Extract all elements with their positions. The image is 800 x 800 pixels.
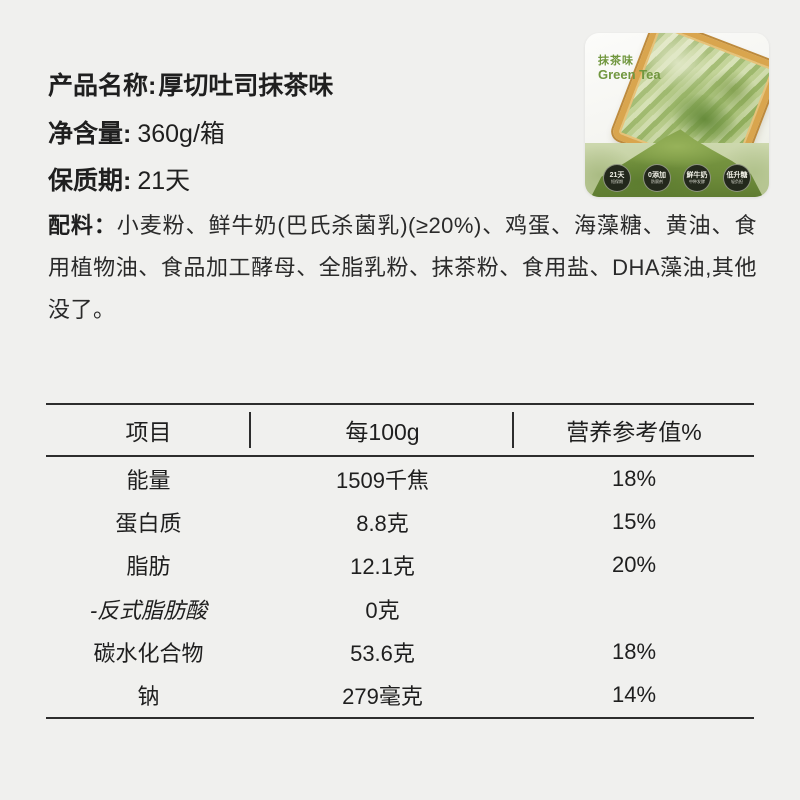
header-per-100g: 每100g [345,419,420,445]
nutrition-table-header: 项目 每100g 营养参考值% [46,405,754,455]
row-amount: 1509千焦 [336,467,429,493]
table-top-rule [46,403,754,405]
badge-low-gi: 低升糖 轻负担 [723,164,751,192]
flavor-label-en: Green Tea [598,66,661,82]
row-item: 能量 [126,467,171,493]
row-nrv: 14% [611,682,657,708]
row-item: 蛋白质 [115,510,182,536]
badge-subtitle: 短保期 [611,178,623,184]
badge-title: 鲜牛奶 [686,172,708,180]
header-nrv-percent: 营养参考值% [566,419,702,445]
table-row: 能量 1509千焦 18% [46,457,754,500]
table-bottom-rule [46,716,754,719]
row-amount: 8.8克 [356,510,409,536]
row-item: 脂肪 [126,554,171,580]
row-amount: 279毫克 [342,684,423,710]
row-nrv: 15% [611,508,657,534]
badge-21-days: 21天 短保期 [603,164,631,192]
product-name-label: 产品名称: [48,72,157,100]
product-name-line: 产品名称:厚切吐司抹茶味 [48,72,333,100]
row-amount: 0克 [365,597,400,623]
badge-title: 21天 [609,172,625,180]
badge-title: 低升糖 [726,172,748,180]
table-row: 脂肪 12.1克 20% [46,544,754,587]
net-content-line: 净含量: 360g/箱 [48,120,225,148]
table-row: 碳水化合物 53.6克 18% [46,630,754,673]
header-divider [512,412,514,448]
row-nrv: 18% [611,465,657,491]
net-content-value: 360g/箱 [137,120,225,148]
row-amount: 53.6克 [350,640,415,666]
flavor-label-cn: 抹茶味 [598,55,634,67]
header-item: 项目 [125,419,172,445]
row-amount: 12.1克 [350,554,415,580]
badge-zero-additive: 0添加 防腐剂 [643,164,671,192]
net-content-label: 净含量: [48,120,132,148]
row-nrv: 18% [611,638,657,664]
badge-fresh-milk: 鲜牛奶 中种发酵 [683,164,711,192]
ingredients-text: 小麦粉、鲜牛奶(巴氏杀菌乳)(≥20%)、鸡蛋、海藻糖、黄油、食用植物油、食品加… [48,213,757,322]
row-item: 钠 [137,684,160,710]
shelf-life-value: 21天 [137,167,191,195]
row-item: -反式脂肪酸 [89,597,208,623]
product-photo: 抹茶味 Green Tea 21天 短保期 0添加 防腐剂 鲜牛奶 中种发酵 低… [585,33,769,197]
badge-title: 0添加 [648,172,666,180]
flavor-label: 抹茶味 Green Tea [598,55,661,83]
badge-subtitle: 轻负担 [731,178,743,184]
ingredients-label: 配料： [48,213,117,238]
table-row: 蛋白质 8.8克 15% [46,500,754,543]
table-row: 钠 279毫克 14% [46,673,754,716]
shelf-life-line: 保质期: 21天 [48,167,190,195]
table-header-rule [46,455,754,457]
ingredients-paragraph: 配料：小麦粉、鲜牛奶(巴氏杀菌乳)(≥20%)、鸡蛋、海藻糖、黄油、食用植物油、… [48,205,757,331]
feature-badges: 21天 短保期 0添加 防腐剂 鲜牛奶 中种发酵 低升糖 轻负担 [585,164,769,192]
table-row: -反式脂肪酸 0克 [46,587,754,630]
nutrition-table: 项目 每100g 营养参考值% 能量 1509千焦 18% 蛋白质 8.8克 1… [46,403,754,719]
badge-subtitle: 防腐剂 [651,178,663,184]
shelf-life-label: 保质期: [48,167,132,195]
badge-subtitle: 中种发酵 [689,178,705,184]
product-name-value: 厚切吐司抹茶味 [158,72,334,100]
row-item: 碳水化合物 [93,640,204,666]
row-nrv: 20% [611,552,657,578]
header-divider [249,412,251,448]
